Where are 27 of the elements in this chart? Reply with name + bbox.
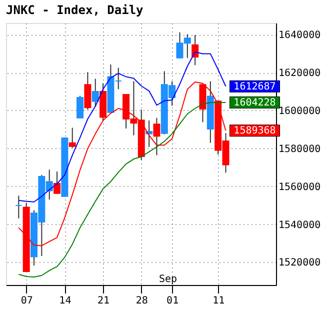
y-tick-label: 1580000 xyxy=(278,144,321,155)
candlestick xyxy=(54,171,61,194)
y-tick-label: 1620000 xyxy=(278,68,321,80)
candlestick xyxy=(76,95,84,119)
y-tick-label: 1540000 xyxy=(278,220,321,231)
data-label: 1612687 xyxy=(234,81,276,92)
x-tick-label: 28 xyxy=(136,296,148,306)
x-tick-label: 11 xyxy=(212,296,225,306)
candlestick xyxy=(84,72,92,110)
chart-title: JNKC - Index, Daily xyxy=(6,3,144,17)
y-tick-label: 1640000 xyxy=(278,30,321,42)
data-label: 1589368 xyxy=(234,126,276,137)
candlestick xyxy=(15,195,22,219)
candlestick xyxy=(68,127,76,148)
candlestick xyxy=(146,120,153,148)
y-tick-label: 1560000 xyxy=(278,182,321,193)
candlestick xyxy=(192,34,199,66)
annotation: Sep xyxy=(158,274,178,285)
y-tick-label: 1520000 xyxy=(278,258,321,269)
x-tick-label: 01 xyxy=(166,296,179,306)
candlestick xyxy=(153,117,160,156)
x-tick-label: 07 xyxy=(20,296,33,306)
y-tick-label: 1600000 xyxy=(278,106,321,117)
data-label: 1604228 xyxy=(234,97,276,108)
x-tick-label: 14 xyxy=(59,296,72,306)
candlestick xyxy=(92,78,99,108)
x-tick-label: 21 xyxy=(98,296,110,306)
